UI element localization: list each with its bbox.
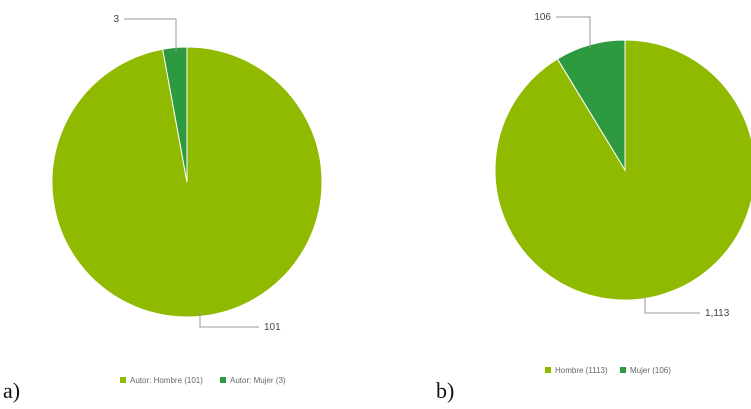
chart-b-panel-label: b) [436, 378, 454, 403]
chart-a-label-mujer: 3 [113, 14, 119, 25]
chart-b-leader-mujer [556, 16, 591, 48]
chart-b: 106 1,113 Hombre (1113) Mujer (106) b) [436, 12, 751, 403]
chart-a-legend-mujer: Autor: Mujer (3) [230, 376, 286, 385]
chart-b-legend-swatch-mujer [620, 367, 626, 373]
chart-b-legend-hombre: Hombre (1113) [555, 366, 608, 375]
chart-b-legend-swatch-hombre [545, 367, 551, 373]
chart-b-leader-hombre [644, 297, 700, 314]
chart-a-legend-swatch-mujer [220, 377, 226, 383]
chart-a-slices [51, 46, 323, 318]
chart-b-legend: Hombre (1113) Mujer (106) [545, 366, 671, 375]
chart-a-leader-hombre [199, 312, 259, 328]
chart-b-legend-mujer: Mujer (106) [630, 366, 671, 375]
chart-a-slice-autor-mujer [162, 46, 188, 183]
chart-a: 3 101 Autor: Hombre (101) Autor: Mujer (… [3, 14, 323, 403]
chart-a-legend-hombre: Autor: Hombre (101) [130, 376, 203, 385]
chart-a-legend-swatch-hombre [120, 377, 126, 383]
chart-a-leader-mujer [124, 18, 177, 52]
chart-a-label-hombre: 101 [264, 322, 281, 333]
chart-b-slices [494, 39, 751, 301]
chart-a-panel-label: a) [3, 378, 20, 403]
chart-b-label-hombre: 1,113 [705, 308, 730, 319]
chart-b-slice-hombre [494, 39, 751, 301]
chart-a-legend: Autor: Hombre (101) Autor: Mujer (3) [120, 376, 286, 385]
chart-b-label-mujer: 106 [534, 12, 551, 23]
